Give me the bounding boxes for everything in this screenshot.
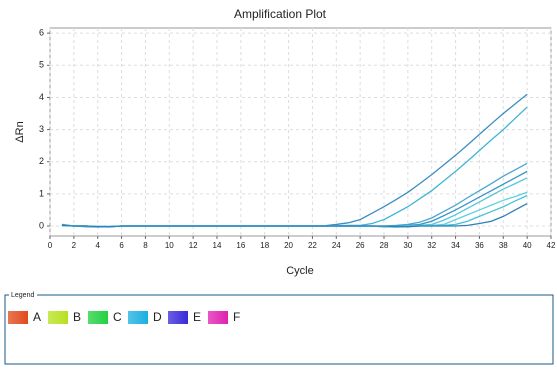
x-tick-label: 14 (213, 241, 222, 250)
x-axis-label: Cycle (286, 265, 314, 277)
y-tick-label: 4 (39, 92, 44, 102)
y-axis-label: ΔRn (14, 121, 26, 142)
legend-label: D (153, 310, 162, 324)
x-tick-label: 0 (48, 241, 53, 250)
x-tick-label: 4 (95, 241, 100, 250)
legend-swatch (88, 311, 108, 324)
legend-label: F (233, 310, 240, 324)
legend-swatch (48, 311, 68, 324)
y-tick-label: 0 (39, 220, 44, 230)
legend-swatch (128, 311, 148, 324)
legend-label: B (73, 310, 81, 324)
x-tick-label: 2 (72, 241, 77, 250)
y-tick-label: 1 (39, 188, 44, 198)
amplification-curve (61, 162, 528, 228)
x-tick-label: 24 (332, 241, 341, 250)
chart-title: Amplification Plot (234, 7, 327, 21)
x-tick-label: 10 (165, 241, 174, 250)
x-tick-label: 38 (499, 241, 508, 250)
x-tick-label: 34 (451, 241, 460, 250)
legend-swatch (8, 311, 28, 324)
x-tick-label: 40 (523, 241, 532, 250)
x-tick-label: 16 (236, 241, 245, 250)
legend-label: C (113, 310, 122, 324)
legend-title-bg (9, 291, 37, 299)
legend-swatch (168, 311, 188, 324)
x-tick-label: 22 (308, 241, 317, 250)
y-tick-label: 6 (39, 28, 44, 38)
x-tick-label: 6 (119, 241, 124, 250)
legend-box (4, 294, 554, 365)
x-tick-label: 30 (403, 241, 412, 250)
amplification-curve (61, 202, 528, 228)
x-tick-label: 26 (356, 241, 365, 250)
x-tick-label: 18 (260, 241, 269, 250)
y-tick-label: 3 (39, 124, 44, 134)
x-tick-label: 12 (189, 241, 198, 250)
x-tick-label: 28 (380, 241, 389, 250)
legend-title: Legend (11, 292, 34, 299)
plot-frame (49, 27, 552, 237)
x-tick-label: 32 (427, 241, 436, 250)
x-tick-label: 8 (143, 241, 148, 250)
y-tick-label: 5 (39, 60, 44, 70)
amplification-curve (61, 194, 528, 228)
legend-label: E (193, 310, 201, 324)
x-tick-label: 20 (284, 241, 293, 250)
legend-label: A (33, 310, 41, 324)
y-tick-label: 2 (39, 156, 44, 166)
legend-swatch (208, 311, 228, 324)
x-tick-label: 42 (547, 241, 556, 250)
x-tick-label: 36 (475, 241, 484, 250)
amplification-curve (61, 93, 528, 228)
